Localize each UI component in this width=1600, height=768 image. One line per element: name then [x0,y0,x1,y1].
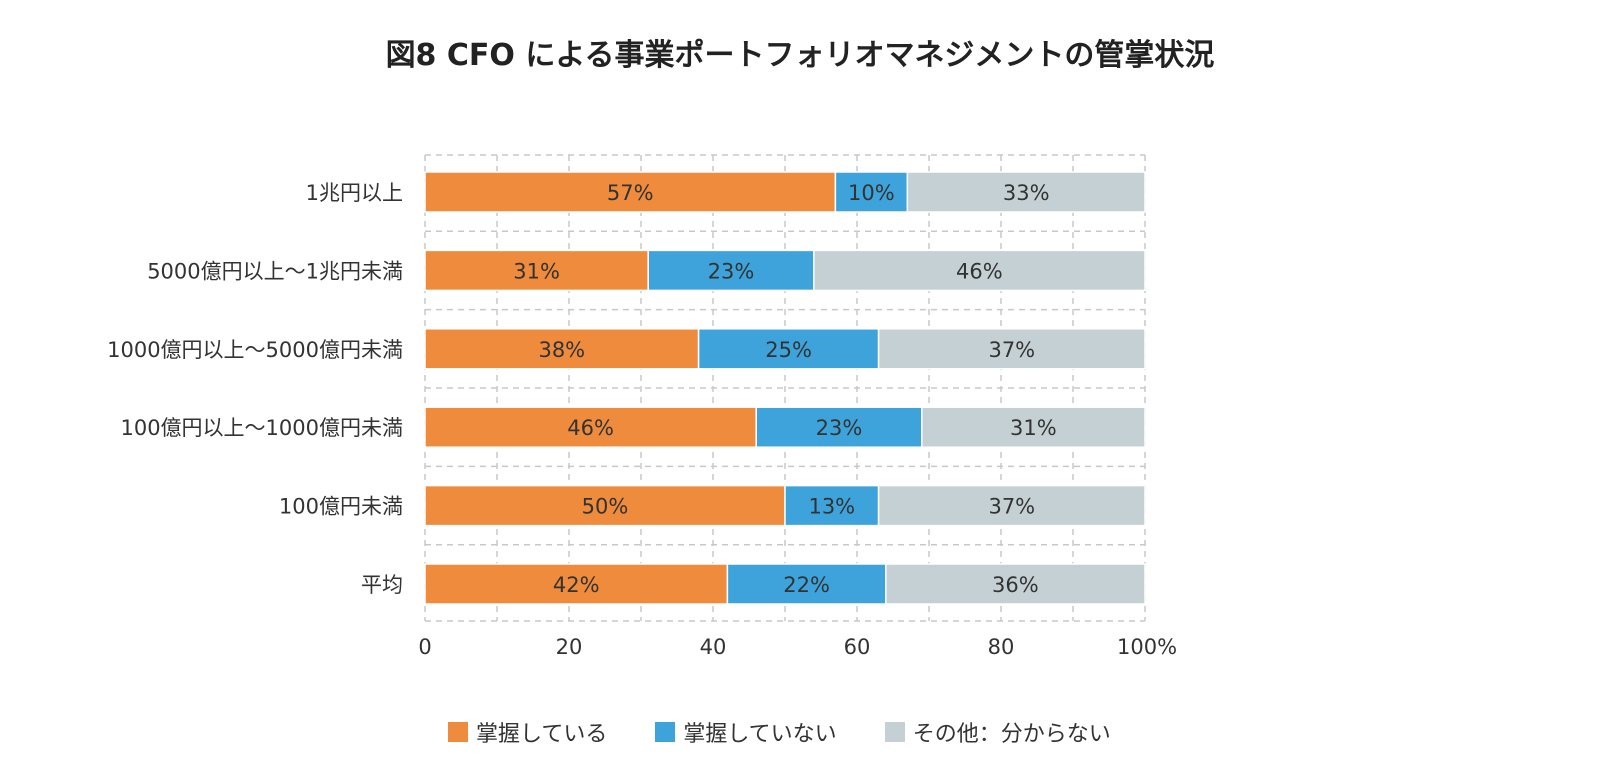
data-label: 31% [513,259,560,283]
bar-segment [697,328,880,370]
data-label: 25% [765,338,812,362]
category-label: 1兆円以上 [306,181,403,205]
data-label: 33% [1003,181,1050,205]
x-tick-label: 100% [1117,635,1177,659]
bar-segment [424,249,649,292]
data-label: 57% [607,181,654,205]
bar-segment [906,171,1146,213]
category-label: 5000億円以上〜1兆円未満 [147,259,403,283]
bar-segment [726,563,887,605]
legend-label-not-grasped: 掌握していない [683,722,837,747]
bar-segment [424,484,786,527]
legend-label-grasped: 掌握している [476,722,608,747]
bar-segment [424,406,757,448]
data-label: 42% [553,573,600,597]
x-tick-label: 40 [700,635,727,659]
bar-segment [424,171,837,213]
bar-segment [921,406,1146,448]
data-label: 50% [582,495,629,519]
category-label: 100億円未満 [279,495,403,519]
x-tick-label: 20 [556,635,583,659]
category-label: 平均 [361,573,403,597]
x-tick-label: 60 [844,635,871,659]
data-label: 22% [783,573,830,597]
data-label: 46% [956,259,1003,283]
data-label: 46% [567,416,614,440]
x-tick-label: 0 [418,635,431,659]
bar-segment [877,484,1146,527]
legend-item-grasped: 掌握している [448,716,607,748]
data-label: 36% [992,573,1039,597]
data-label: 38% [538,338,585,362]
bar-segment [813,249,1146,292]
legend-swatch-grasped [448,722,468,742]
data-label: 10% [848,181,895,205]
data-label: 31% [1010,416,1057,440]
bar-segment [784,484,880,527]
legend-label-other: その他：分からない [912,722,1111,747]
bar-segment [885,563,1146,605]
bar-segment [424,563,729,605]
data-label: 13% [808,495,855,519]
data-label: 37% [988,495,1035,519]
data-label: 37% [988,338,1035,362]
bar-segment [647,249,815,292]
x-tick-label: 80 [988,635,1015,659]
category-label: 100億円以上〜1000億円未満 [120,416,403,440]
bar-segment [877,328,1146,370]
chart-title: 図8 CFO による事業ポートフォリオマネジメントの管掌状況 [385,38,1215,73]
legend-swatch-not-grasped [655,722,676,742]
legend-item-other: その他：分からない [884,716,1111,748]
data-label: 23% [708,259,755,283]
bar-segment [834,171,909,213]
category-label: 1000億円以上〜5000億円未満 [107,338,403,362]
data-label: 23% [816,416,863,440]
legend-item-not-grasped: 掌握していない [655,716,837,748]
stacked-bar-chart: 57% 10% 33% 1兆円以上 31% 23% 46% 5000億円以上〜1兆円未満 38%… [107,154,1177,659]
legend: 掌握している 掌握していない その他：分からない [448,716,1159,748]
legend-swatch-other [884,722,905,742]
